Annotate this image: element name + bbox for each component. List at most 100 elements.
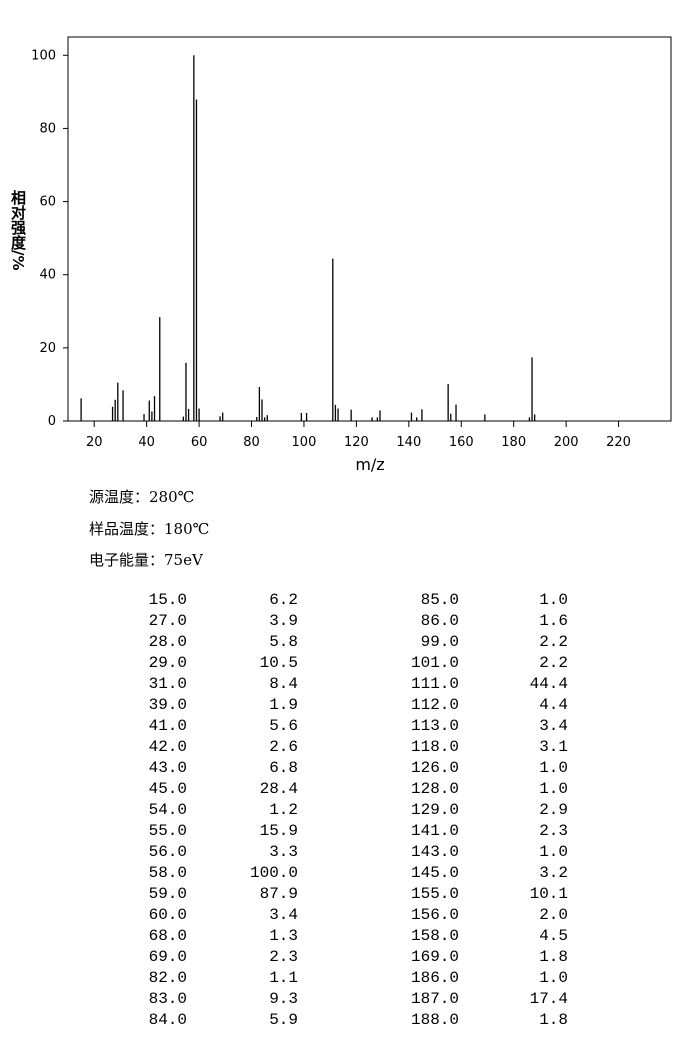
- y-tick-label: 40: [39, 268, 56, 283]
- mz-cell: 126.0: [410, 759, 459, 777]
- mz-cell: 39.0: [148, 696, 187, 714]
- intensity-cell: 3.3: [269, 843, 298, 861]
- mz-cell: 29.0: [148, 654, 187, 672]
- mz-cell: 60.0: [148, 906, 187, 924]
- intensity-cell: 6.2: [269, 591, 298, 609]
- condition: 样品温度：180℃: [89, 519, 210, 538]
- mz-cell: 156.0: [410, 906, 459, 924]
- mz-cell: 54.0: [148, 801, 187, 819]
- x-tick-label: 200: [554, 435, 579, 450]
- intensity-cell: 15.9: [259, 822, 298, 840]
- intensity-cell: 1.0: [539, 591, 568, 609]
- intensity-cell: 87.9: [259, 885, 298, 903]
- x-tick-label: 120: [344, 435, 369, 450]
- intensity-cell: 1.0: [539, 759, 568, 777]
- intensity-cell: 1.0: [539, 780, 568, 798]
- mz-cell: 45.0: [148, 780, 187, 798]
- mz-cell: 86.0: [420, 612, 459, 630]
- mz-cell: 155.0: [410, 885, 459, 903]
- mz-cell: 84.0: [148, 1011, 187, 1029]
- x-tick-label: 220: [606, 435, 631, 450]
- intensity-cell: 3.1: [539, 738, 568, 756]
- intensity-cell: 1.3: [269, 927, 298, 945]
- intensity-cell: 44.4: [529, 675, 568, 693]
- mz-cell: 99.0: [420, 633, 459, 651]
- mz-cell: 143.0: [410, 843, 459, 861]
- x-tick-label: 100: [292, 435, 317, 450]
- intensity-cell: 10.5: [259, 654, 298, 672]
- mz-cell: 128.0: [410, 780, 459, 798]
- mz-cell: 68.0: [148, 927, 187, 945]
- intensity-cell: 28.4: [259, 780, 298, 798]
- intensity-cell: 1.9: [269, 696, 298, 714]
- condition: 电子能量：75eV: [89, 551, 203, 569]
- intensity-cell: 1.8: [539, 1011, 568, 1029]
- y-tick-label: 0: [48, 414, 56, 429]
- mz-cell: 118.0: [410, 738, 459, 756]
- intensity-cell: 2.2: [539, 654, 568, 672]
- mz-cell: 59.0: [148, 885, 187, 903]
- intensity-cell: 3.9: [269, 612, 298, 630]
- intensity-cell: 5.6: [269, 717, 298, 735]
- intensity-cell: 8.4: [269, 675, 298, 693]
- intensity-cell: 9.3: [269, 990, 298, 1008]
- x-tick-label: 80: [243, 435, 260, 450]
- chart: m/z 0 20 40 60 80 100 20 40 60 80 100 120 140 160 180 2…: [31, 36, 672, 474]
- intensity-cell: 2.0: [539, 906, 568, 924]
- intensity-cell: 5.8: [269, 633, 298, 651]
- y-tick-label: 100: [31, 48, 56, 63]
- mz-cell: 112.0: [410, 696, 459, 714]
- mz-cell: 158.0: [410, 927, 459, 945]
- intensity-cell: 1.1: [269, 969, 298, 987]
- intensity-cell: 2.2: [539, 633, 568, 651]
- mz-cell: 186.0: [410, 969, 459, 987]
- intensity-cell: 6.8: [269, 759, 298, 777]
- x-tick-label: 160: [449, 435, 474, 450]
- mz-cell: 15.0: [148, 591, 187, 609]
- y-axis-label: 相对强度/%: [9, 190, 27, 271]
- mz-cell: 187.0: [410, 990, 459, 1008]
- mz-cell: 56.0: [148, 843, 187, 861]
- intensity-cell: 1.8: [539, 948, 568, 966]
- plot-frame: [67, 36, 672, 422]
- intensity-cell: 3.4: [539, 717, 568, 735]
- intensity-cell: 1.2: [269, 801, 298, 819]
- x-tick-label: 40: [138, 435, 155, 450]
- x-tick-label: 20: [86, 435, 103, 450]
- mz-cell: 129.0: [410, 801, 459, 819]
- mz-cell: 82.0: [148, 969, 187, 987]
- x-tick-label: 180: [501, 435, 526, 450]
- mz-cell: 145.0: [410, 864, 459, 882]
- intensity-cell: 2.6: [269, 738, 298, 756]
- mz-cell: 58.0: [148, 864, 187, 882]
- mz-cell: 27.0: [148, 612, 187, 630]
- mz-cell: 113.0: [410, 717, 459, 735]
- mz-cell: 31.0: [148, 675, 187, 693]
- mz-cell: 111.0: [410, 675, 459, 693]
- x-axis-label: m/z: [355, 455, 384, 474]
- mz-cell: 141.0: [410, 822, 459, 840]
- intensity-cell: 3.2: [539, 864, 568, 882]
- intensity-cell: 3.4: [269, 906, 298, 924]
- condition: 源温度：280℃: [89, 488, 195, 506]
- intensity-cell: 1.0: [539, 843, 568, 861]
- intensity-cell: 2.3: [269, 948, 298, 966]
- intensity-cell: 4.4: [539, 696, 568, 714]
- intensity-cell: 5.9: [269, 1011, 298, 1029]
- mz-cell: 43.0: [148, 759, 187, 777]
- x-tick-label: 60: [191, 435, 208, 450]
- mz-cell: 41.0: [148, 717, 187, 735]
- mz-cell: 101.0: [410, 654, 459, 672]
- intensity-cell: 2.3: [539, 822, 568, 840]
- mz-cell: 69.0: [148, 948, 187, 966]
- mz-cell: 83.0: [148, 990, 187, 1008]
- mz-cell: 85.0: [420, 591, 459, 609]
- mz-cell: 169.0: [410, 948, 459, 966]
- intensity-cell: 1.0: [539, 969, 568, 987]
- mz-cell: 28.0: [148, 633, 187, 651]
- y-tick-label: 60: [39, 195, 56, 210]
- x-tick-label: 140: [396, 435, 421, 450]
- mz-cell: 42.0: [148, 738, 187, 756]
- intensity-cell: 10.1: [529, 885, 568, 903]
